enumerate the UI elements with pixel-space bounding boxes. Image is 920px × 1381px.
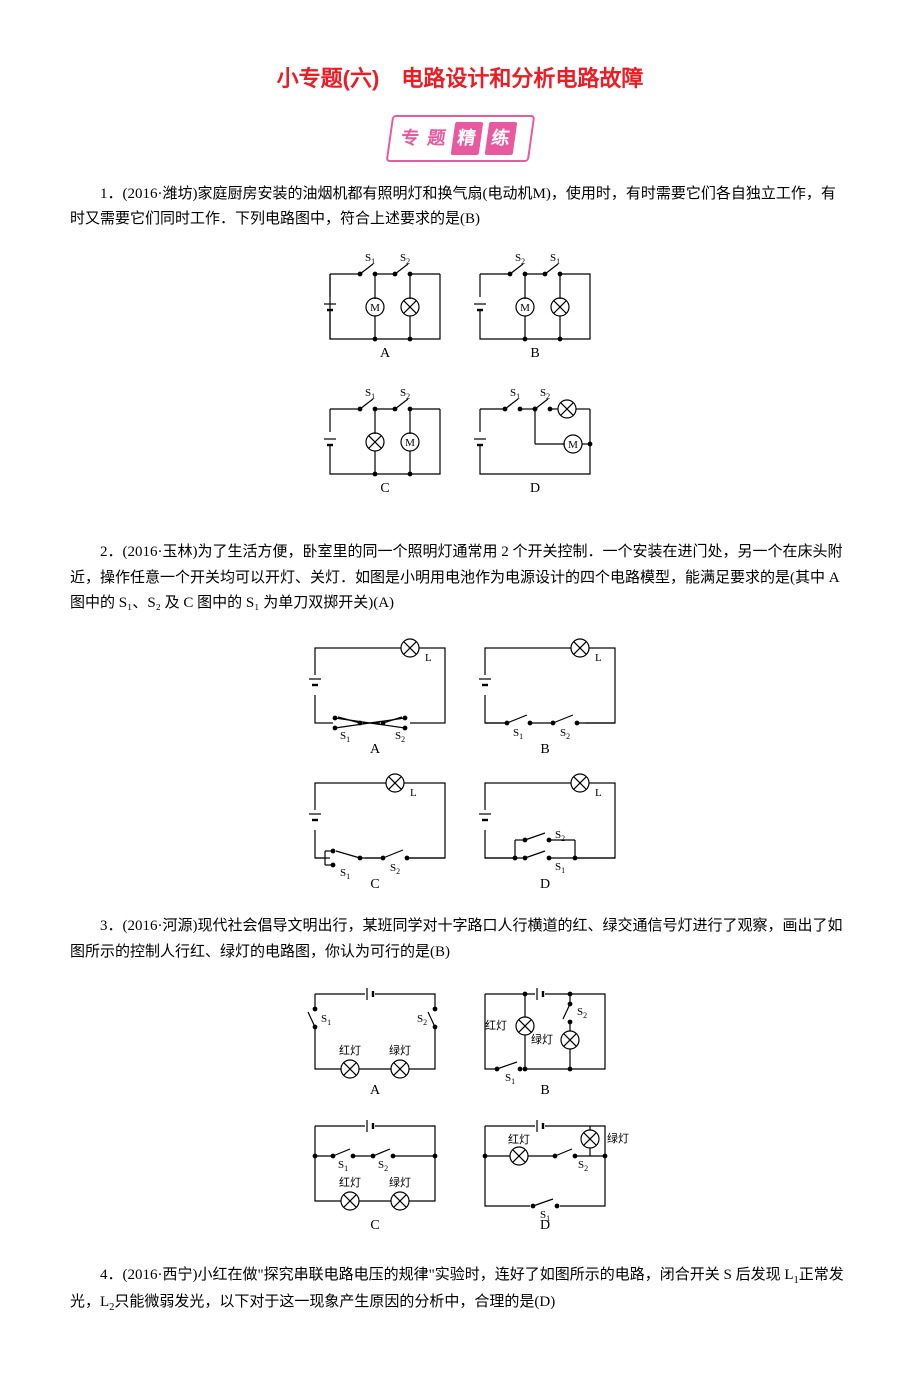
question-1: 1．(2016·潍坊)家庭厨房安装的油烟机都有照明灯和换气扇(电动机M)，使用时… <box>70 182 850 233</box>
svg-text:A: A <box>370 742 381 757</box>
section-banner: 专 题 精 练 <box>385 115 534 162</box>
svg-text:M: M <box>568 439 578 451</box>
svg-text:绿灯: 绿灯 <box>389 1043 411 1057</box>
q1-source: (2016·潍坊) <box>123 186 198 202</box>
svg-text:S1: S1 <box>513 727 523 741</box>
svg-text:B: B <box>540 742 549 757</box>
svg-text:绿灯: 绿灯 <box>607 1131 629 1145</box>
question-3: 3．(2016·河源)现代社会倡导文明出行，某班同学对十字路口人行横道的红、绿交… <box>70 914 850 965</box>
q1-num: 1 <box>100 186 108 202</box>
q2-diagrams: L S1 S2 A <box>70 623 850 903</box>
svg-text:B: B <box>540 1083 549 1098</box>
q4-text-a: 小红在做"探究串联电路电压的规律"实验时，连好了如图所示的电路，闭合开关 S 后… <box>198 1267 794 1283</box>
svg-text:红灯: 红灯 <box>508 1133 530 1146</box>
svg-text:S2: S2 <box>578 1159 588 1173</box>
svg-text:C: C <box>370 1218 379 1233</box>
svg-text:S1: S1 <box>321 1013 331 1027</box>
svg-text:S2: S2 <box>560 727 570 741</box>
svg-text:S1: S1 <box>550 252 560 266</box>
svg-text:S2: S2 <box>515 252 525 266</box>
svg-text:绿灯: 绿灯 <box>389 1175 411 1189</box>
svg-text:S1: S1 <box>340 730 350 744</box>
q3-num: 3 <box>100 918 108 934</box>
svg-text:S2: S2 <box>390 862 400 876</box>
svg-text:S2: S2 <box>400 252 410 266</box>
svg-text:S2: S2 <box>540 387 550 401</box>
svg-text:S1: S1 <box>505 1072 515 1086</box>
svg-text:S2: S2 <box>577 1006 587 1020</box>
svg-text:M: M <box>520 302 530 314</box>
svg-text:S2: S2 <box>555 829 565 843</box>
svg-text:C: C <box>370 877 379 892</box>
svg-text:S1: S1 <box>510 387 520 401</box>
svg-text:L: L <box>410 787 417 799</box>
svg-text:M: M <box>405 437 415 449</box>
q2-num: 2 <box>100 544 108 560</box>
svg-text:L: L <box>425 652 432 664</box>
banner-pre: 专 题 <box>399 123 450 154</box>
svg-text:D: D <box>540 877 550 892</box>
svg-text:M: M <box>370 302 380 314</box>
svg-text:绿灯: 绿灯 <box>531 1032 553 1046</box>
svg-text:S1: S1 <box>365 387 375 401</box>
svg-text:红灯: 红灯 <box>485 1019 507 1032</box>
svg-text:S1: S1 <box>555 861 565 875</box>
question-4: 4．(2016·西宁)小红在做"探究串联电路电压的规律"实验时，连好了如图所示的… <box>70 1263 850 1317</box>
question-2: 2．(2016·玉林)为了生活方便，卧室里的同一个照明灯通常用 2 个开关控制．… <box>70 540 850 617</box>
banner-box-2: 练 <box>484 122 517 155</box>
q2-source: (2016·玉林) <box>123 544 198 560</box>
banner-wrap: 专 题 精 练 <box>70 115 850 162</box>
svg-text:D: D <box>530 481 540 496</box>
svg-text:S1: S1 <box>340 867 350 881</box>
q3-diagrams: S1 S2 红灯 绿灯 A <box>70 971 850 1251</box>
svg-text:A: A <box>370 1083 381 1098</box>
svg-text:S1: S1 <box>365 252 375 266</box>
banner-box-1: 精 <box>450 122 483 155</box>
svg-text:S2: S2 <box>400 387 410 401</box>
svg-text:S2: S2 <box>378 1159 388 1173</box>
svg-text:L: L <box>595 652 602 664</box>
svg-text:S1: S1 <box>338 1159 348 1173</box>
q4-source: (2016·西宁) <box>123 1267 198 1283</box>
svg-text:D: D <box>540 1218 550 1233</box>
q3-source: (2016·河源) <box>123 918 198 934</box>
q1-diagrams: M S1 S2 A <box>70 239 850 529</box>
svg-text:A: A <box>380 346 391 361</box>
svg-text:C: C <box>380 481 389 496</box>
q4-num: 4 <box>100 1267 108 1283</box>
page-title: 小专题(六) 电路设计和分析电路故障 <box>70 60 850 97</box>
svg-text:L: L <box>595 787 602 799</box>
svg-text:S2: S2 <box>395 730 405 744</box>
svg-text:B: B <box>530 346 539 361</box>
svg-text:红灯: 红灯 <box>339 1044 361 1057</box>
svg-text:红灯: 红灯 <box>339 1176 361 1189</box>
svg-text:S2: S2 <box>417 1013 427 1027</box>
